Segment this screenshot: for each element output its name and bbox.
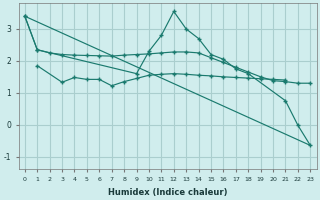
X-axis label: Humidex (Indice chaleur): Humidex (Indice chaleur) [108,188,227,197]
